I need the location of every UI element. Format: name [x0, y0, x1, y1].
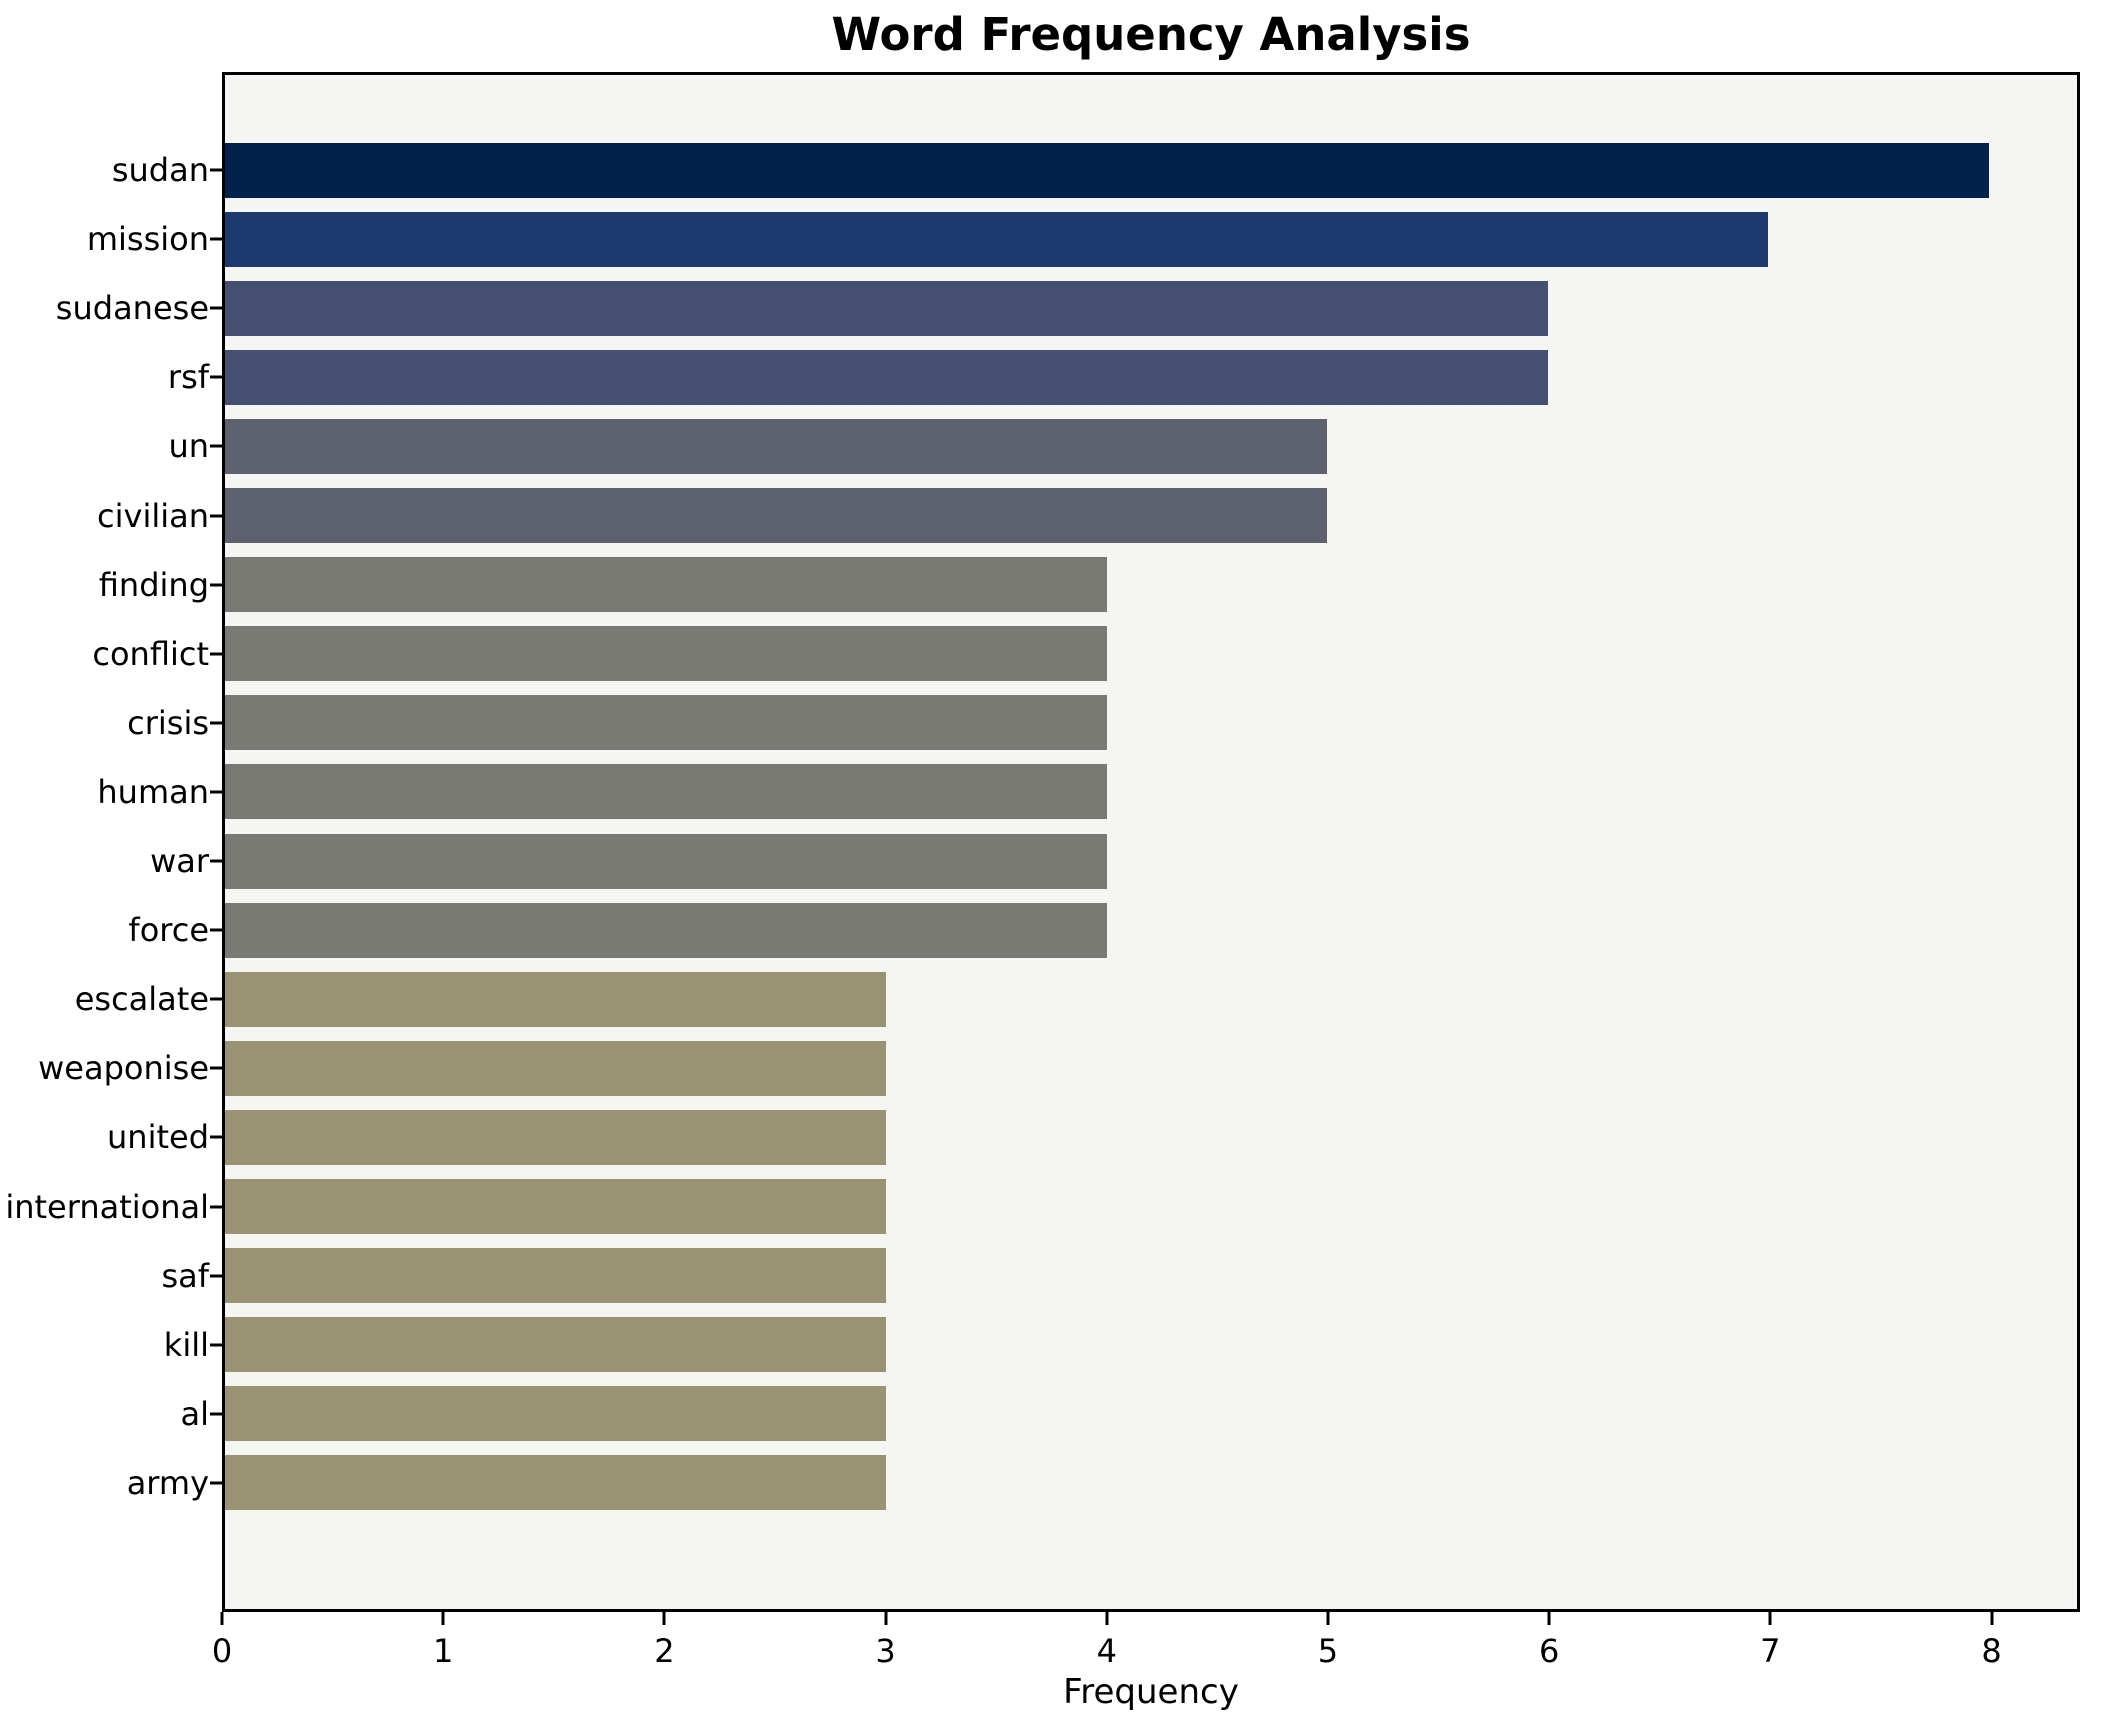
x-tick-mark — [662, 1612, 666, 1625]
y-tick-mark — [210, 168, 222, 172]
x-tick-mark — [1326, 1612, 1330, 1625]
bar-army — [225, 1455, 887, 1511]
bar-al — [225, 1386, 887, 1442]
y-tick-label-civilian: civilian — [97, 496, 209, 535]
y-tick-mark — [210, 997, 222, 1001]
bar-weaponise — [225, 1040, 887, 1096]
x-tick-label-7: 7 — [1760, 1632, 1781, 1670]
y-tick-label-rsf: rsf — [167, 358, 209, 397]
y-tick-mark — [210, 1481, 222, 1485]
y-tick-mark — [210, 583, 222, 587]
y-tick-label-al: al — [180, 1394, 210, 1433]
x-tick-mark — [220, 1612, 224, 1625]
x-tick-mark — [1105, 1612, 1109, 1625]
x-tick-mark — [1547, 1612, 1551, 1625]
y-tick-mark — [210, 1066, 222, 1070]
x-tick-label-1: 1 — [433, 1632, 454, 1670]
bar-saf — [225, 1248, 887, 1304]
x-tick-label-2: 2 — [654, 1632, 675, 1670]
y-tick-label-international: international — [5, 1187, 209, 1226]
y-tick-label-kill: kill — [163, 1325, 209, 1364]
bar-war — [225, 833, 1107, 889]
chart-title: Word Frequency Analysis — [831, 8, 1471, 61]
y-tick-label-crisis: crisis — [127, 703, 209, 742]
y-tick-label-weaponise: weaponise — [38, 1049, 209, 1088]
y-tick-mark — [210, 375, 222, 379]
bar-un — [225, 418, 1328, 474]
y-tick-mark — [210, 790, 222, 794]
y-tick-mark — [210, 1412, 222, 1416]
y-tick-mark — [210, 237, 222, 241]
y-tick-label-force: force — [128, 911, 209, 950]
bar-rsf — [225, 349, 1548, 405]
bar-crisis — [225, 695, 1107, 751]
x-tick-mark — [441, 1612, 445, 1625]
y-tick-mark — [210, 1274, 222, 1278]
bar-human — [225, 764, 1107, 820]
y-tick-label-finding: finding — [98, 565, 209, 604]
y-tick-mark — [210, 444, 222, 448]
y-tick-mark — [210, 514, 222, 517]
bar-sudan — [225, 142, 1989, 198]
bar-united — [225, 1109, 887, 1165]
x-tick-label-4: 4 — [1096, 1632, 1117, 1670]
bar-international — [225, 1179, 887, 1234]
y-tick-label-conflict: conflict — [92, 634, 209, 673]
x-tick-label-0: 0 — [211, 1632, 233, 1670]
x-tick-label-8: 8 — [1981, 1632, 2002, 1670]
y-tick-label-saf: saf — [161, 1256, 209, 1295]
y-tick-label-army: army — [126, 1463, 209, 1502]
y-tick-mark — [210, 1135, 222, 1139]
y-tick-label-human: human — [97, 772, 209, 811]
y-tick-label-escalate: escalate — [74, 980, 209, 1019]
y-tick-label-united: united — [107, 1118, 209, 1157]
y-tick-label-war: war — [150, 842, 209, 880]
y-tick-mark — [210, 652, 222, 656]
y-tick-mark — [210, 306, 222, 310]
x-tick-mark — [884, 1612, 888, 1625]
y-tick-mark — [210, 928, 222, 932]
bar-sudanese — [225, 280, 1548, 336]
y-tick-mark — [210, 1205, 222, 1208]
x-axis-label: Frequency — [1063, 1672, 1239, 1712]
y-tick-label-sudanese: sudanese — [55, 289, 209, 328]
bar-conflict — [225, 626, 1107, 682]
y-tick-mark — [210, 721, 222, 725]
bar-force — [225, 902, 1107, 958]
plot-area — [222, 72, 2080, 1612]
y-tick-mark — [210, 859, 222, 863]
y-tick-label-sudan: sudan — [111, 151, 209, 189]
bar-kill — [225, 1317, 887, 1373]
x-tick-label-6: 6 — [1538, 1632, 1560, 1670]
y-tick-mark — [210, 1343, 222, 1347]
x-tick-mark — [1990, 1612, 1994, 1625]
x-tick-mark — [1768, 1612, 1772, 1625]
x-tick-label-5: 5 — [1317, 1632, 1339, 1670]
bar-finding — [225, 557, 1107, 613]
y-tick-label-mission: mission — [86, 220, 209, 259]
bar-mission — [225, 211, 1769, 267]
y-tick-label-un: un — [168, 427, 209, 466]
x-tick-label-3: 3 — [875, 1632, 896, 1670]
bar-escalate — [225, 971, 887, 1027]
bar-civilian — [225, 488, 1328, 543]
